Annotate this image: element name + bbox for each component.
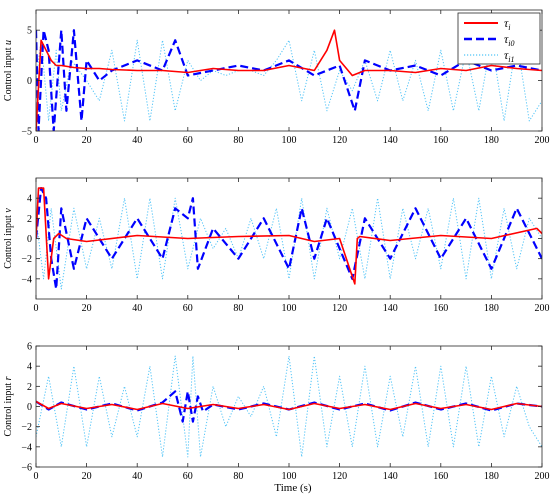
y-tick-label: 5: [27, 26, 32, 37]
x-tick-label: 40: [132, 471, 142, 482]
x-tick-label: 180: [484, 135, 499, 146]
series-line-τi: [36, 400, 542, 411]
panel-control-input-r: 0 20 40 60 80 100 120 140 160 180 200 −6 −4 −2 0 2 4 6 Con…: [3, 342, 550, 483]
y-tick-label: 4: [27, 362, 32, 373]
x-tick-label: 60: [183, 135, 193, 146]
series-group: [36, 187, 542, 290]
y-tick-label: 2: [27, 382, 32, 393]
y-tick-label: 0: [27, 402, 32, 413]
x-tick-label: 180: [484, 471, 499, 482]
x-tick-label: 20: [82, 471, 92, 482]
x-tick-label: 180: [484, 303, 499, 314]
x-tick-label: 40: [132, 303, 142, 314]
y-axis-label: Control input u: [3, 40, 14, 101]
x-tick-label: 80: [233, 303, 243, 314]
y-tick-label: −2: [21, 422, 32, 433]
y-tick-label: −6: [21, 463, 32, 474]
plot-area: [36, 346, 542, 467]
x-tick-label: 0: [34, 135, 39, 146]
x-tick-label: 120: [332, 471, 347, 482]
x-tick-label: 160: [433, 303, 448, 314]
series-group: [36, 355, 542, 458]
y-tick-label: 2: [27, 214, 32, 225]
panel-control-input-v: 0 20 40 60 80 100 120 140 160 180 200 −4 −2 0 2 4 Contro…: [3, 177, 550, 314]
x-tick-label: 200: [535, 303, 550, 314]
x-tick-label: 20: [82, 135, 92, 146]
x-tick-label: 40: [132, 135, 142, 146]
x-tick-label: 200: [535, 471, 550, 482]
y-tick-label: −2: [21, 254, 32, 265]
x-axis-label: Time (s): [274, 482, 312, 494]
series-line-τi0: [36, 29, 542, 131]
x-tick-label: 140: [383, 303, 398, 314]
x-tick-label: 140: [383, 471, 398, 482]
series-group: [36, 29, 542, 131]
y-tick-label: −4: [21, 442, 32, 453]
x-tick-label: 160: [433, 135, 448, 146]
x-tick-label: 160: [433, 471, 448, 482]
x-tick-label: 200: [535, 135, 550, 146]
y-tick-label: −4: [21, 274, 32, 285]
x-tick-label: 100: [282, 471, 297, 482]
y-tick-label: 6: [27, 342, 32, 353]
x-tick-label: 20: [82, 303, 92, 314]
x-tick-label: 60: [183, 303, 193, 314]
legend-label-τi: τi: [504, 16, 511, 32]
legend-label-τi1: τi1: [504, 48, 515, 64]
x-tick-label: 100: [282, 303, 297, 314]
y-tick-label: 0: [27, 76, 32, 87]
x-tick-label: 80: [233, 471, 243, 482]
x-tick-label: 100: [282, 135, 297, 146]
legend-label-τi0: τi0: [504, 32, 515, 48]
y-tick-label: 0: [27, 234, 32, 245]
series-line-τi0: [36, 187, 542, 290]
x-tick-label: 120: [332, 135, 347, 146]
x-tick-label: 0: [34, 303, 39, 314]
y-axis-label: Control input v: [3, 208, 14, 269]
plot-area: [36, 178, 542, 299]
x-tick-label: 0: [34, 471, 39, 482]
x-tick-label: 140: [383, 135, 398, 146]
series-line-τi: [36, 187, 542, 285]
series-line-τi1: [36, 355, 542, 458]
x-tick-label: 120: [332, 303, 347, 314]
y-tick-label: −5: [21, 127, 32, 138]
y-axis-label: Control input r: [3, 376, 14, 436]
x-tick-label: 60: [183, 471, 193, 482]
series-line-τi: [36, 29, 542, 131]
x-tick-label: 80: [233, 135, 243, 146]
y-tick-label: 4: [27, 194, 32, 205]
